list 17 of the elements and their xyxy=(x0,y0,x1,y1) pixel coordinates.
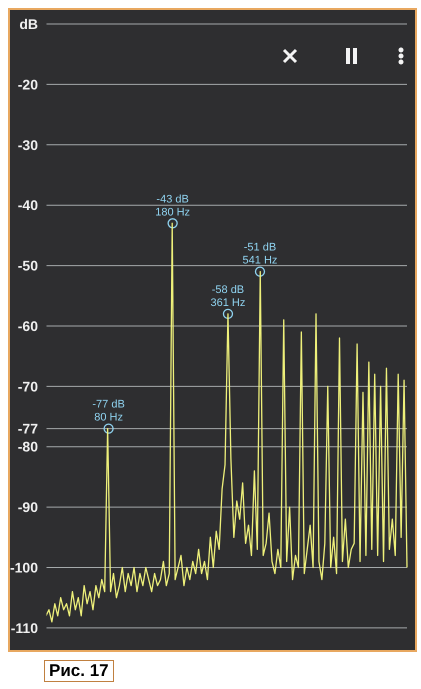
y-tick-label: -110 xyxy=(10,620,38,636)
y-tick-label: -60 xyxy=(18,318,38,334)
annotation: -58 dB 361 Hz xyxy=(210,284,246,309)
text: Рис. 17 xyxy=(44,660,114,682)
y-tick-label: -40 xyxy=(18,197,38,214)
y-tick-label: -90 xyxy=(18,499,38,516)
annotation: -43 dB 180 Hz xyxy=(155,193,190,218)
annotation: -77 dB 80 Hz xyxy=(92,398,125,424)
y-tick-label: dB xyxy=(19,16,38,32)
y-tick-label: -77 xyxy=(18,420,38,437)
y-tick-label: -80 xyxy=(18,438,38,455)
y-tick-label: -20 xyxy=(18,76,38,92)
y-tick-label: -70 xyxy=(18,378,38,394)
y-tick-label: -30 xyxy=(18,136,38,153)
y-tick-label: -50 xyxy=(18,258,38,274)
annotation: -51 dB 541 Hz xyxy=(242,242,278,267)
y-tick-label: -100 xyxy=(10,559,38,576)
